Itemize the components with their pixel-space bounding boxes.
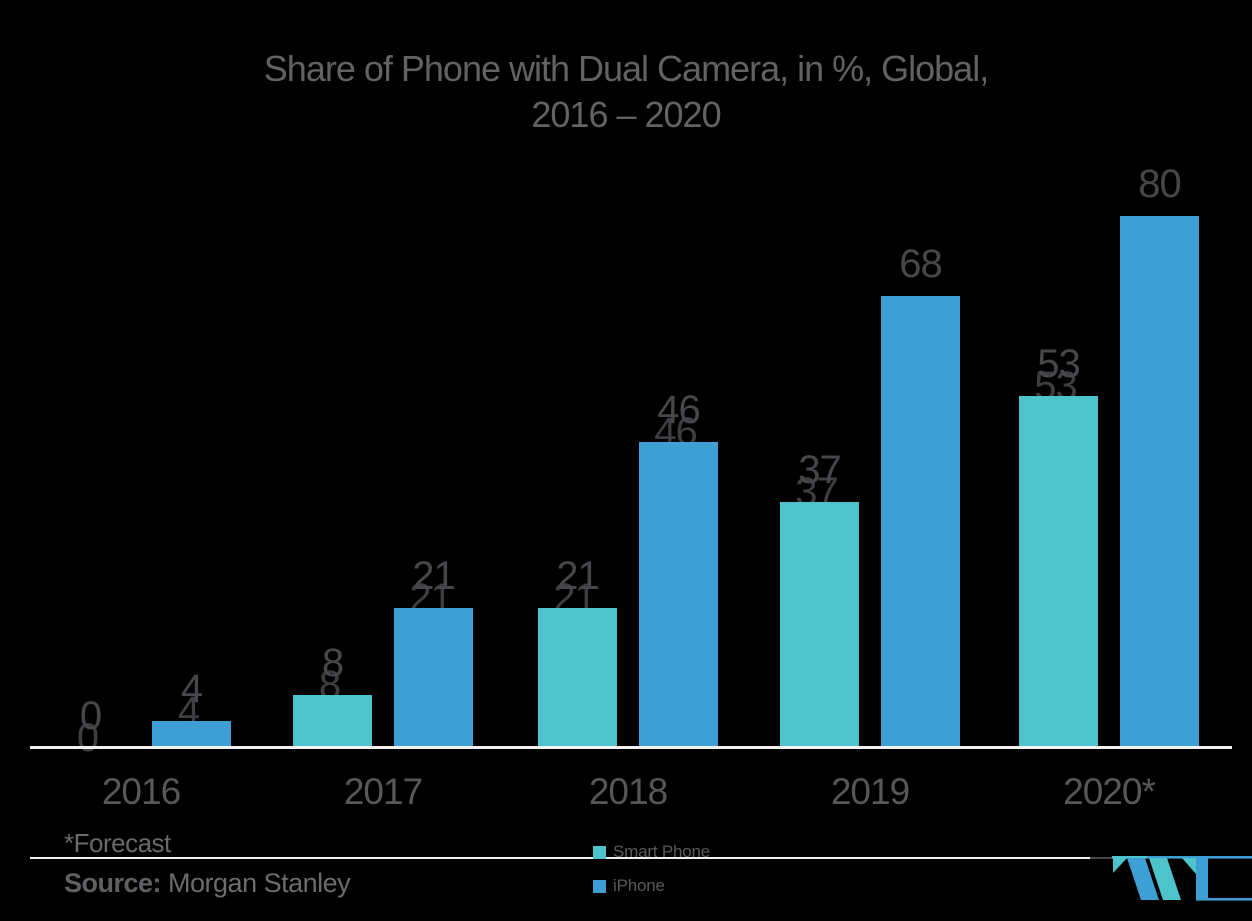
value-label-smart-phone-2018: 21 bbox=[556, 554, 600, 598]
x-tick-2017: 2017 bbox=[343, 771, 423, 812]
legend-label-smart-phone: Smart Phone bbox=[613, 842, 711, 861]
bar-smart-phone-2017 bbox=[293, 695, 372, 748]
legend-swatch-iphone bbox=[593, 879, 606, 893]
legend-label-iphone: iPhone bbox=[613, 876, 665, 895]
value-label-iphone-2019: 68 bbox=[899, 242, 943, 286]
bar-iphone-2020- bbox=[1120, 216, 1199, 748]
value-label-smart-phone-2019: 37 bbox=[798, 448, 842, 492]
value-label-iphone-2017: 21 bbox=[412, 554, 456, 598]
source-label: Source: bbox=[64, 868, 162, 898]
value-label-smart-phone-2016: 0 bbox=[79, 694, 102, 738]
logo-underline-blue bbox=[1196, 898, 1252, 901]
value-label-smart-phone-2017: 8 bbox=[321, 641, 344, 685]
footer-divider-line bbox=[30, 857, 1090, 859]
logo-m-right-cap-icon bbox=[1182, 858, 1196, 874]
bar-iphone-2017 bbox=[394, 608, 473, 748]
x-tick-2020-: 2020* bbox=[1063, 771, 1156, 812]
logo-m-teal-diagonal-icon bbox=[1149, 858, 1181, 900]
logo-topline-teal bbox=[1112, 856, 1147, 859]
forecast-note: *Forecast bbox=[64, 828, 171, 858]
bar-smart-phone-2018 bbox=[538, 608, 617, 748]
bar-smart-phone-2019 bbox=[780, 502, 859, 748]
footer-divider-dark-segment bbox=[1090, 857, 1118, 859]
chart-title-line2: 2016 – 2020 bbox=[531, 94, 721, 135]
value-label-iphone-2018: 46 bbox=[657, 388, 701, 432]
x-axis-baseline bbox=[30, 746, 1232, 749]
logo-m-right-bar-icon bbox=[1196, 858, 1208, 900]
bar-iphone-2019 bbox=[881, 296, 960, 748]
value-label-iphone-2016: 4 bbox=[180, 667, 203, 711]
value-label-smart-phone-2020-: 53 bbox=[1037, 342, 1081, 386]
bar-iphone-2016 bbox=[152, 721, 231, 748]
mordor-intelligence-logo bbox=[1112, 856, 1252, 901]
logo-m-blue-diagonal-icon bbox=[1127, 858, 1159, 900]
x-tick-2019: 2019 bbox=[830, 771, 910, 812]
chart-title: Share of Phone with Dual Camera, in %, G… bbox=[0, 46, 1252, 138]
chart-title-line1: Share of Phone with Dual Camera, in %, G… bbox=[263, 48, 989, 89]
legend-item-iphone: iPhone bbox=[593, 876, 665, 896]
x-tick-2016: 2016 bbox=[101, 771, 181, 812]
source-value: Morgan Stanley bbox=[168, 868, 351, 898]
legend-item-smart-phone: Smart Phone bbox=[593, 842, 710, 862]
logo-m-left-cap-icon bbox=[1113, 858, 1127, 873]
x-tick-2018: 2018 bbox=[588, 771, 668, 812]
source-line: Source: Morgan Stanley bbox=[64, 868, 351, 899]
bar-smart-phone-2020- bbox=[1019, 396, 1098, 748]
bar-iphone-2018 bbox=[639, 442, 718, 748]
legend-swatch-smart-phone bbox=[593, 845, 606, 859]
value-label-iphone-2020-: 80 bbox=[1138, 162, 1182, 206]
logo-topline-blue bbox=[1147, 856, 1252, 859]
source-spacer bbox=[161, 868, 168, 898]
